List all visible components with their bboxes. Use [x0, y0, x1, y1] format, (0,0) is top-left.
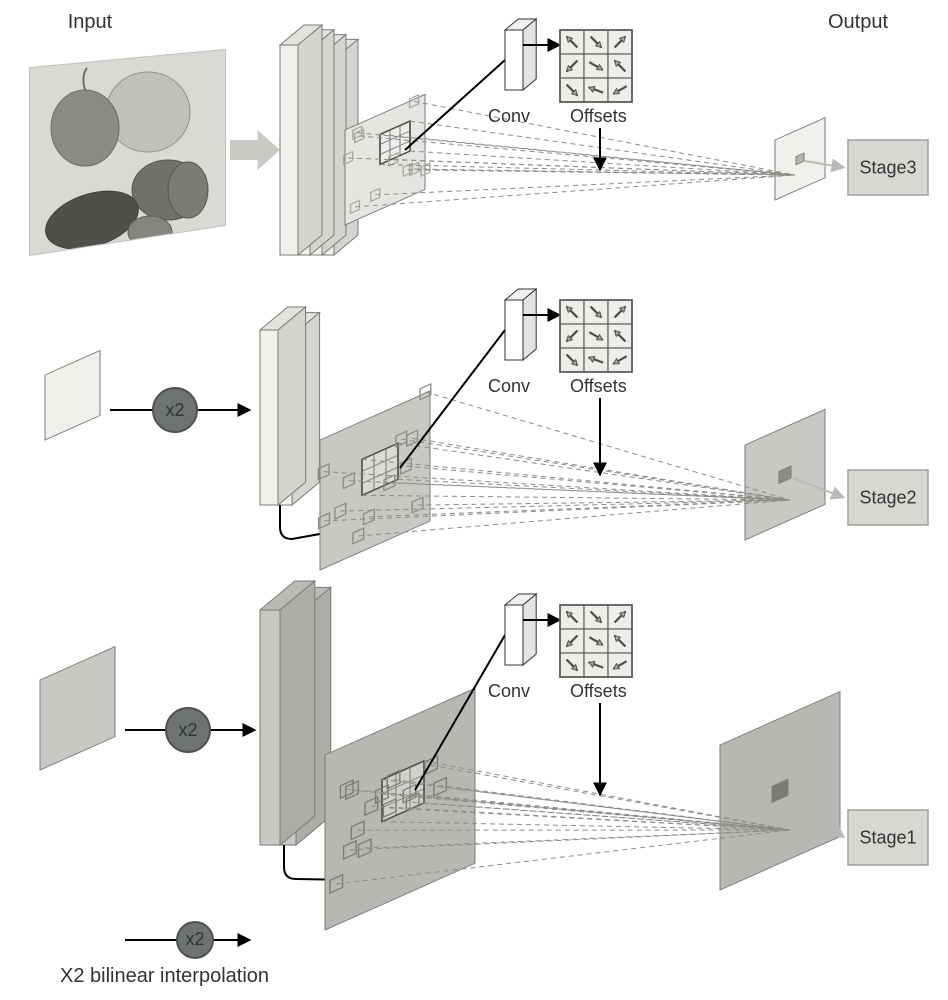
legend-label: X2 bilinear interpolation	[60, 965, 269, 987]
output-label: Output	[828, 11, 888, 33]
offsets-grid	[560, 30, 632, 102]
offsets-label: Offsets	[570, 106, 627, 126]
conv-label: Conv	[488, 106, 530, 126]
input-image	[30, 50, 225, 260]
svg-text:x2: x2	[165, 400, 184, 420]
svg-text:x2: x2	[178, 720, 197, 740]
offsets-label: Offsets	[570, 681, 627, 701]
prev-output-plane	[40, 647, 115, 770]
offsets-grid	[560, 300, 632, 372]
stage-label: Stage1	[859, 828, 916, 848]
diagram-root: Input Output Conv Offsets Stage3 x2 Conv Offset…	[0, 0, 948, 1000]
stage-label: Stage2	[859, 488, 916, 508]
input-arrow-icon	[230, 130, 280, 170]
prev-output-plane	[45, 351, 100, 440]
output-plane	[775, 118, 825, 200]
output-plane	[745, 409, 825, 540]
stage-label: Stage3	[859, 158, 916, 178]
input-label: Input	[68, 11, 113, 33]
conv-label: Conv	[488, 681, 530, 701]
offsets-label: Offsets	[570, 376, 627, 396]
conv-label: Conv	[488, 376, 530, 396]
svg-text:x2: x2	[185, 929, 204, 949]
output-plane	[720, 692, 840, 890]
offsets-grid	[560, 605, 632, 677]
